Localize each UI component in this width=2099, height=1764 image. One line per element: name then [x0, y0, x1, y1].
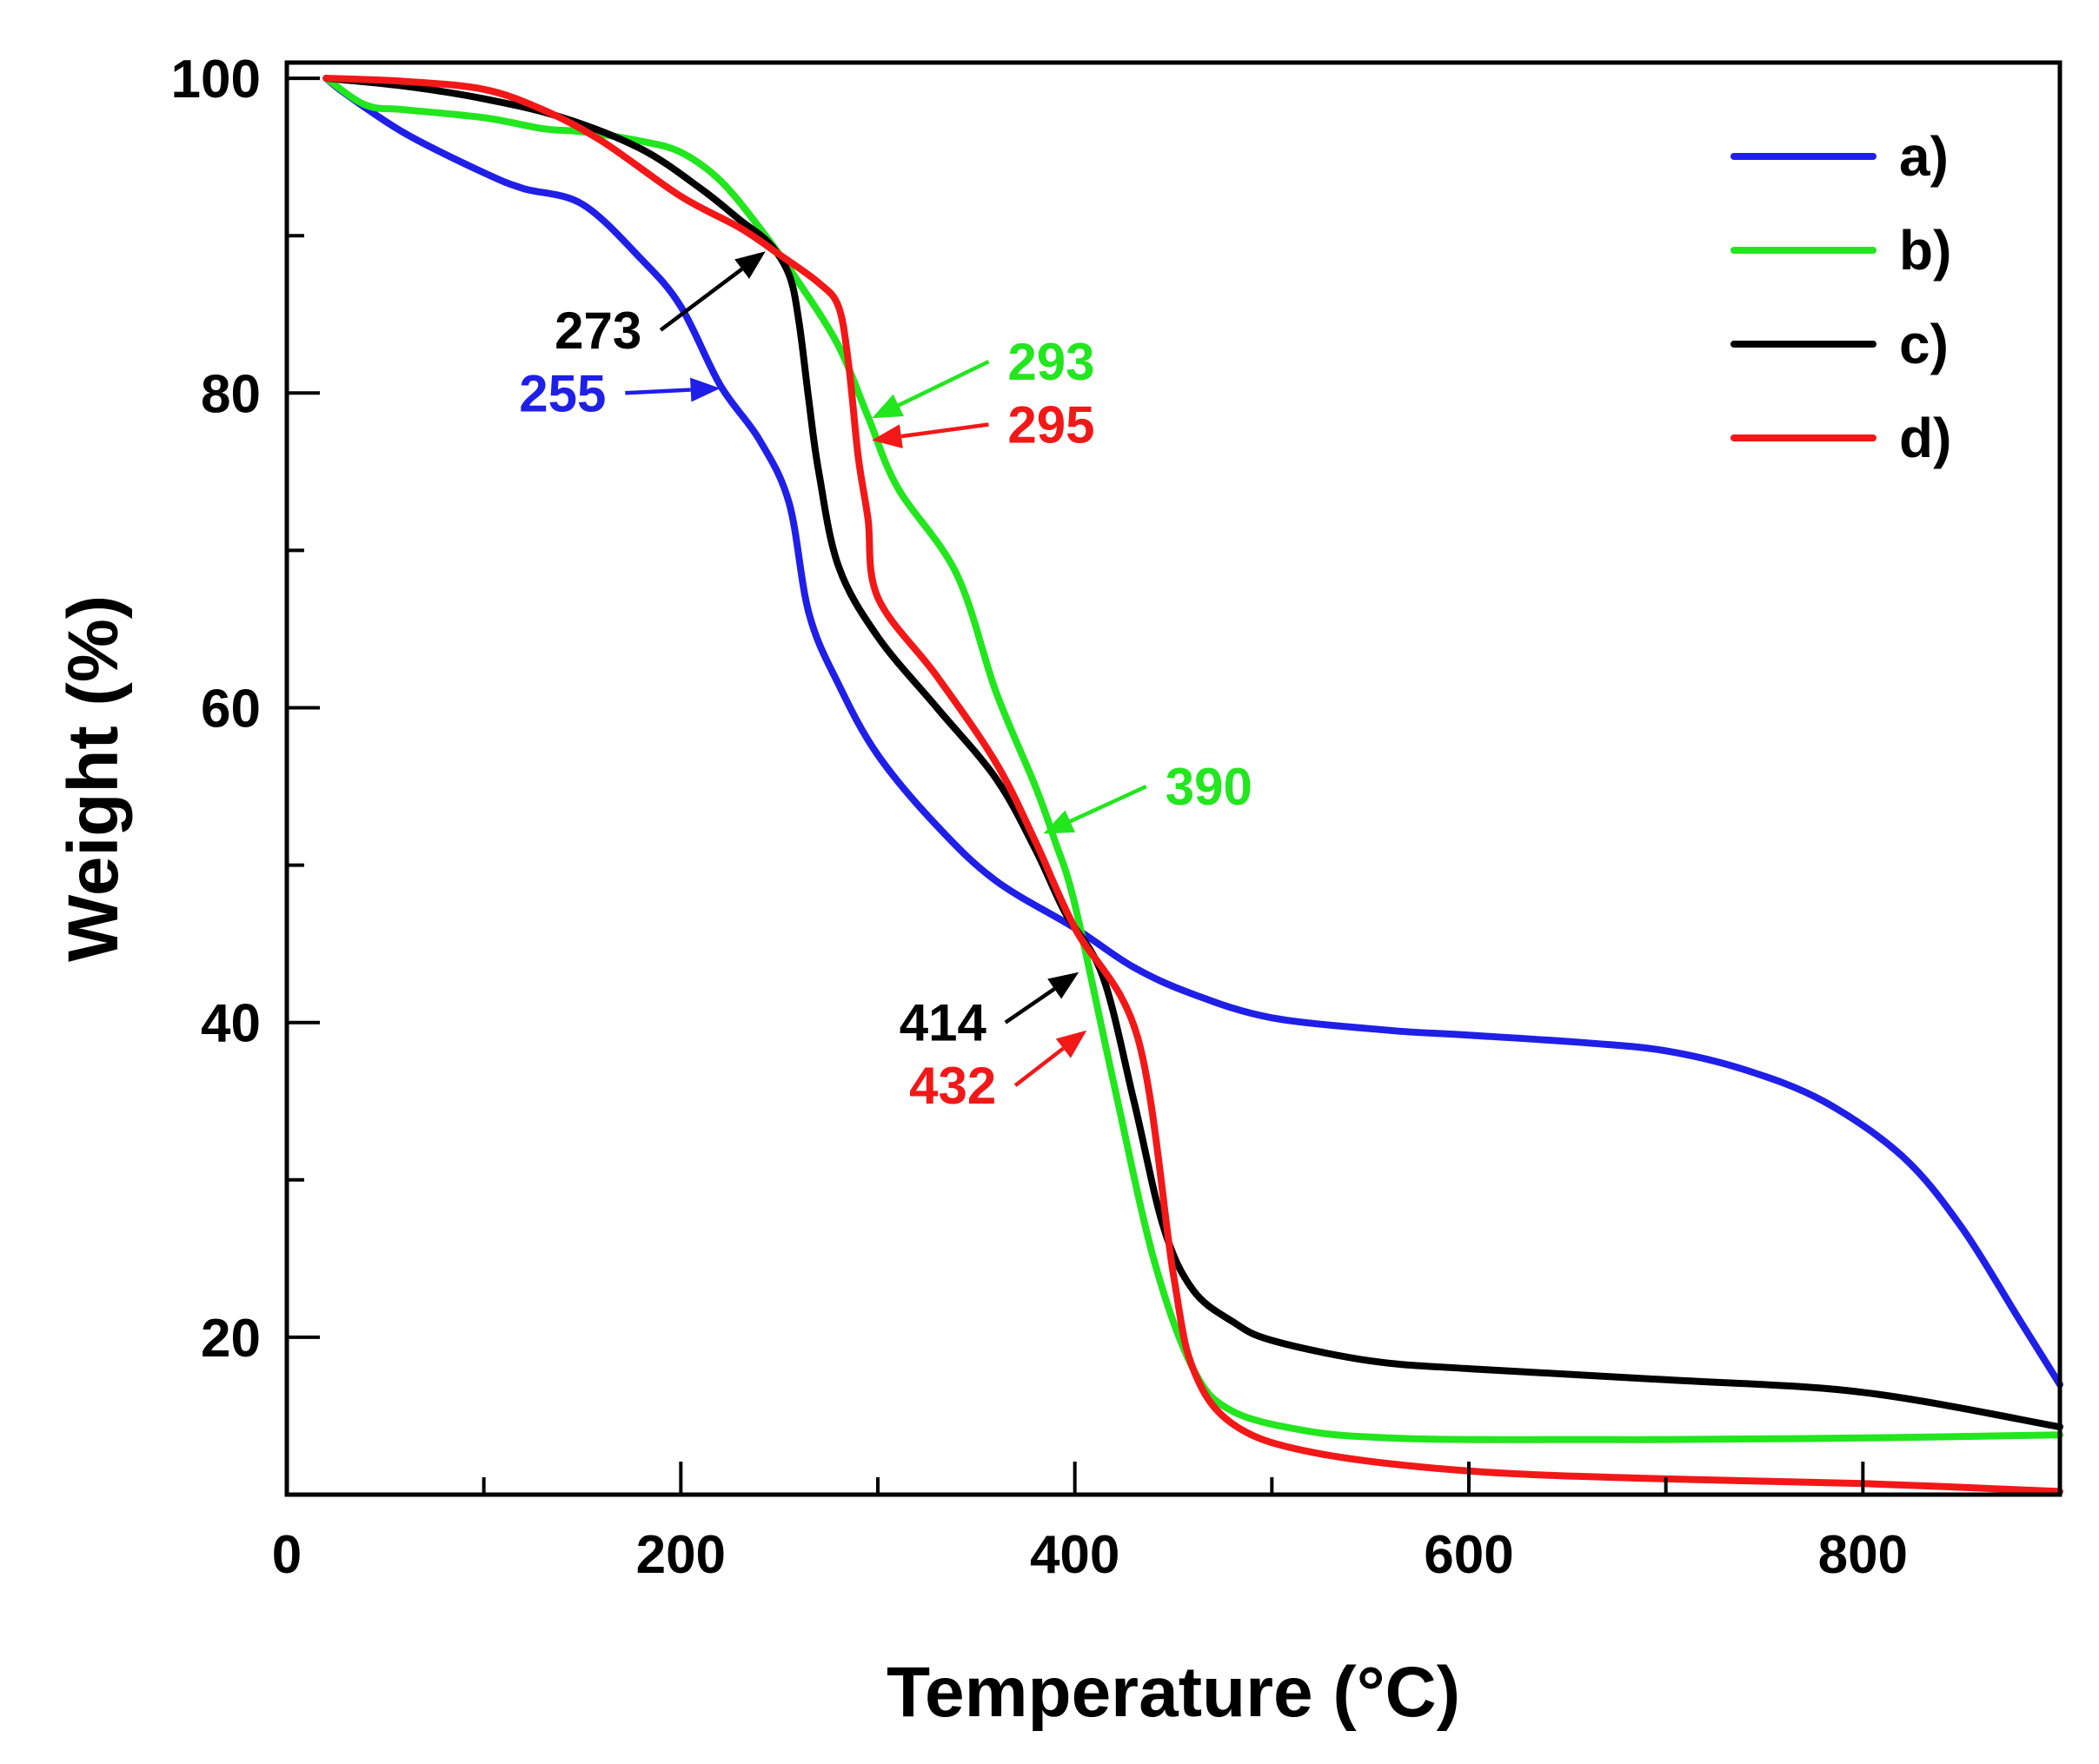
- annotation-arrow-line: [659, 267, 743, 332]
- x-tick-label: 800: [1818, 1525, 1908, 1585]
- annotation-arrow-head: [734, 251, 766, 279]
- series-layer: [322, 75, 2063, 1495]
- x-tick-label: 400: [1030, 1525, 1119, 1585]
- annotation-arrow-line: [625, 388, 691, 395]
- x-tick-label: 200: [636, 1525, 726, 1585]
- annotation-label-295: 295: [1007, 396, 1094, 454]
- legend-label-c: c): [1899, 313, 1949, 375]
- x-tick-label: 0: [272, 1525, 302, 1585]
- y-tick-label: 80: [201, 364, 261, 424]
- y-tick-label: 40: [201, 994, 261, 1054]
- y-axis-title: Weight (%): [54, 595, 133, 962]
- y-tick-label: 20: [201, 1309, 261, 1369]
- legend-label-d: d): [1899, 407, 1951, 469]
- annotation-label-255: 255: [519, 364, 606, 422]
- annotation-arrow-head: [1047, 972, 1079, 999]
- annotation-arrow-line: [897, 360, 990, 408]
- legend: a) b) c) d): [1730, 125, 1951, 469]
- plot-frame: [284, 60, 2062, 1497]
- series-line-d: [322, 75, 2063, 1495]
- annotation-arrow-head: [1043, 810, 1076, 834]
- y-tick-label: 100: [171, 50, 261, 109]
- y-tick-label: 60: [201, 680, 261, 739]
- tick-layer: 0 200 400 600 800 20 40 60 80 100: [171, 50, 1909, 1585]
- annotation-label-273: 273: [555, 302, 641, 360]
- series-line-a: [322, 75, 2063, 1389]
- annotation-arrow-head: [690, 377, 721, 402]
- annotation-label-390: 390: [1166, 758, 1252, 816]
- legend-label-b: b): [1899, 219, 1951, 282]
- series-line-c: [322, 75, 2063, 1431]
- annotation-arrow-head: [872, 394, 904, 419]
- x-axis-title: Temperature (°C): [887, 1653, 1460, 1732]
- annotation-label-293: 293: [1007, 333, 1094, 391]
- annotation-arrow-line: [1069, 785, 1147, 824]
- annotation-arrow-head: [1055, 1030, 1087, 1058]
- annotation-arrow-line: [1013, 1046, 1065, 1087]
- legend-label-a: a): [1899, 125, 1949, 188]
- annotation-arrow-head: [872, 424, 903, 448]
- annotation-arrow-line: [1004, 987, 1056, 1025]
- annotation-label-414: 414: [900, 994, 987, 1052]
- x-tick-label: 600: [1424, 1525, 1513, 1585]
- annotation-arrow-line: [900, 422, 989, 439]
- annotation-label-432: 432: [909, 1057, 996, 1115]
